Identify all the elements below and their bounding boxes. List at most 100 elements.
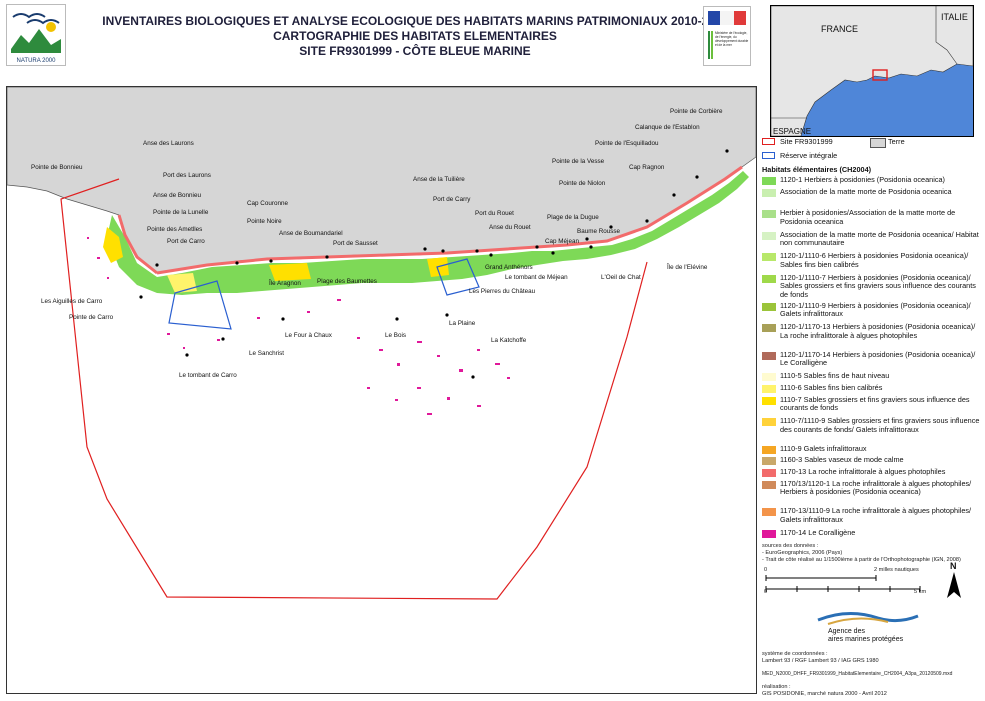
svg-text:NATURA 2000: NATURA 2000 bbox=[17, 58, 57, 64]
natura-2000-logo: NATURA 2000 bbox=[6, 4, 66, 66]
map-label-2: Pointe de l'Esquilladou bbox=[595, 140, 659, 147]
inset-label-france: FRANCE bbox=[821, 24, 858, 34]
habitat-swatch bbox=[762, 351, 776, 360]
terre-swatch bbox=[870, 138, 886, 148]
map-label-30: Les Pierres du Château bbox=[469, 288, 536, 295]
habitat-label: 1120-1 Herbiers à posidonies (Posidonia … bbox=[780, 175, 945, 184]
habitat-label: 1120-1/1110-7 Herbiers à posidonies (Pos… bbox=[780, 273, 976, 299]
ministry-name: Ministère de l'écologie, de l'énergie, d… bbox=[715, 31, 749, 47]
map-label-38: La Katchoffe bbox=[491, 337, 527, 344]
map-label-25: Port de Carro bbox=[167, 238, 205, 245]
habitat-label: Herbier à posidonies/Association de la m… bbox=[780, 208, 956, 226]
north-arrow: N bbox=[944, 561, 964, 602]
source-2: - Trait de côte réalisé au 1/1500ième à … bbox=[762, 557, 961, 563]
map-label-33: Le Four à Chaux bbox=[285, 332, 333, 339]
habitat-swatch bbox=[762, 324, 776, 333]
habitat-label: 1170-13 La roche infralittorale à algues… bbox=[780, 467, 946, 476]
sand-patch bbox=[269, 263, 311, 281]
map-label-5: Pointe de Niolon bbox=[559, 180, 606, 187]
map-legend: Site FR9301999 Terre Réserve intégrale H… bbox=[758, 137, 983, 698]
habitat-label: 1120-1/1110-9 Herbiers à posidonies (Pos… bbox=[780, 300, 971, 318]
legend-habitat-list: 1120-1 Herbiers à posidonies (Posidonia … bbox=[758, 175, 983, 538]
map-label-37: Le tombant de Carro bbox=[179, 372, 237, 379]
realisation-credit: GIS POSIDONIE, marché natura 2000 - Avri… bbox=[762, 691, 887, 697]
habitat-swatch bbox=[762, 188, 776, 197]
habitat-label: 1110-6 Sables fins bien calibrés bbox=[780, 383, 883, 392]
habitat-label: 1170-14 Le Coralligène bbox=[780, 527, 856, 537]
coords-title: système de coordonnées : bbox=[762, 651, 828, 657]
habitat-swatch bbox=[762, 396, 776, 405]
map-label-8: Port du Rouet bbox=[475, 210, 514, 217]
map-label-22: Cap Couronne bbox=[247, 200, 288, 207]
map-label-7: Port de Carry bbox=[433, 196, 471, 203]
reserve-swatch bbox=[762, 152, 775, 159]
map-label-3: Pointe de la Vesse bbox=[552, 158, 605, 165]
coords-system: Lambert 93 / RGF Lambert 93 / IAG GRS 19… bbox=[762, 658, 879, 664]
map-title: INVENTAIRES BIOLOGIQUES ET ANALYSE ECOLO… bbox=[102, 14, 728, 28]
habitat-swatch bbox=[762, 480, 776, 489]
habitat-swatch bbox=[762, 508, 776, 517]
map-label-35: La Plaine bbox=[449, 320, 476, 327]
republique-francaise-logo: Ministère de l'écologie, de l'énergie, d… bbox=[703, 6, 751, 66]
map-label-24: Pointe des Ametlles bbox=[147, 226, 202, 233]
map-label-4: Cap Ragnon bbox=[629, 164, 665, 171]
scale-bar: 0 2 milles nautiques 0 5 km bbox=[764, 566, 964, 606]
coralligene-patches bbox=[87, 237, 510, 415]
map-label-1: Calanque de l'Establon bbox=[635, 124, 700, 131]
reserve-integrale-carro bbox=[168, 280, 232, 330]
habitat-swatch bbox=[762, 231, 776, 240]
map-label-28: Île Aragnon bbox=[268, 278, 301, 287]
mxd-filename: MED_N2000_DHFF_FR9301999_HabitatElementa… bbox=[762, 671, 953, 677]
legend-site-label: Site FR9301999 bbox=[780, 137, 833, 146]
habitat-swatch bbox=[762, 253, 776, 262]
habitat-map: Pointe de Corbière Calanque de l'Establo… bbox=[7, 87, 756, 693]
reserve-integrale-carry bbox=[436, 258, 480, 296]
habitat-swatch bbox=[762, 302, 776, 311]
habitat-label: Association de la matte morte de Posidon… bbox=[780, 186, 952, 196]
label-markers bbox=[139, 149, 729, 379]
map-subtitle: CARTOGRAPHIE DES HABITATS ELEMENTAIRES bbox=[273, 29, 557, 43]
habitat-label: 1110-5 Sables fins de haut niveau bbox=[780, 371, 890, 381]
habitat-swatch bbox=[762, 457, 776, 466]
map-label-27: Port de Sausset bbox=[333, 240, 378, 247]
agency-line-2: aires marines protégées bbox=[828, 636, 904, 643]
legend-item-terre: Terre bbox=[870, 137, 970, 148]
habitat-swatch bbox=[762, 529, 776, 538]
scale-bottom-5km: 5 km bbox=[914, 589, 927, 595]
agency-line-1: Agence des bbox=[828, 628, 865, 635]
agence-logo-wave bbox=[817, 612, 919, 625]
habitat-label: 1120-1/1110-6 Herbiers à posidonies Posi… bbox=[780, 251, 969, 269]
map-label-16: Île de l'Elévine bbox=[666, 262, 708, 271]
map-label-11: Cap Méjean bbox=[545, 238, 579, 245]
map-label-19: Port des Laurons bbox=[163, 172, 211, 179]
location-inset-map: FRANCE ITALIE ESPAGNE bbox=[770, 5, 974, 137]
map-header: NATURA 2000 INVENTAIRES BIOLOGIQUES ET A… bbox=[0, 0, 760, 72]
legend-item-reserve: Réserve intégrale bbox=[762, 151, 982, 162]
inset-label-italie: ITALIE bbox=[941, 12, 968, 22]
habitat-swatch bbox=[762, 385, 776, 393]
map-label-10: Baume Rousse bbox=[577, 228, 621, 235]
inset-label-espagne: ESPAGNE bbox=[773, 127, 811, 136]
map-label-26: Anse de Boumandariel bbox=[279, 230, 343, 237]
habitat-label: 1110-7 Sables grossiers et fins graviers… bbox=[780, 394, 970, 412]
site-swatch bbox=[762, 138, 775, 145]
habitat-label: 1120-1/1170-13 Herbiers à posidonies (Po… bbox=[780, 322, 976, 340]
map-label-17: Anse des Laurons bbox=[143, 140, 194, 147]
habitat-swatch bbox=[762, 177, 776, 185]
site-fr9301999-boundary bbox=[60, 178, 648, 600]
map-label-21: Pointe de la Lunelle bbox=[153, 209, 209, 216]
scale-bottom-zero: 0 bbox=[764, 589, 768, 595]
rocky-infralittoral-fringe bbox=[156, 165, 743, 275]
habitat-swatch bbox=[762, 210, 776, 219]
place-labels: Pointe de Corbière Calanque de l'Establo… bbox=[31, 108, 723, 379]
habitat-swatch bbox=[762, 373, 776, 382]
map-label-36: Le Sanchrist bbox=[249, 350, 284, 357]
map-label-20: Anse de Bonnieu bbox=[153, 192, 201, 199]
habitat-swatch bbox=[762, 469, 776, 477]
scale-bar-graphic bbox=[765, 575, 921, 592]
map-label-0: Pointe de Corbière bbox=[670, 108, 723, 115]
legend-terre-label: Terre bbox=[888, 137, 905, 146]
realisation-title: réalisation : bbox=[762, 684, 791, 690]
habitat-label: 1170-13/1110-9 La roche infralittorale à… bbox=[780, 506, 972, 524]
habitat-swatch bbox=[762, 445, 776, 454]
